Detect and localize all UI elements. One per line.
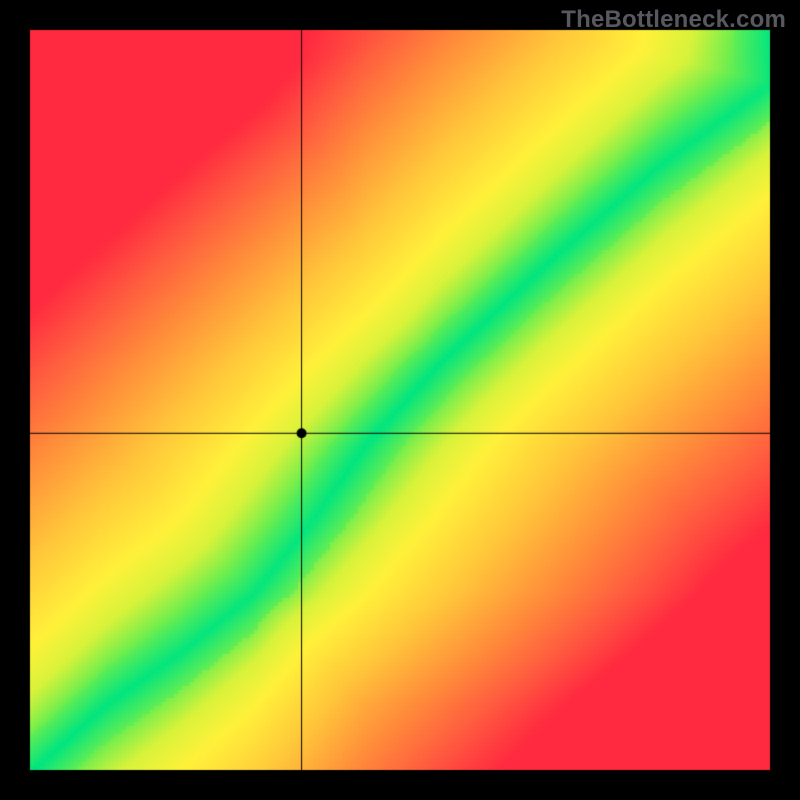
heatmap-canvas bbox=[0, 0, 800, 800]
watermark-text: TheBottleneck.com bbox=[561, 6, 786, 34]
chart-container: TheBottleneck.com bbox=[0, 0, 800, 800]
